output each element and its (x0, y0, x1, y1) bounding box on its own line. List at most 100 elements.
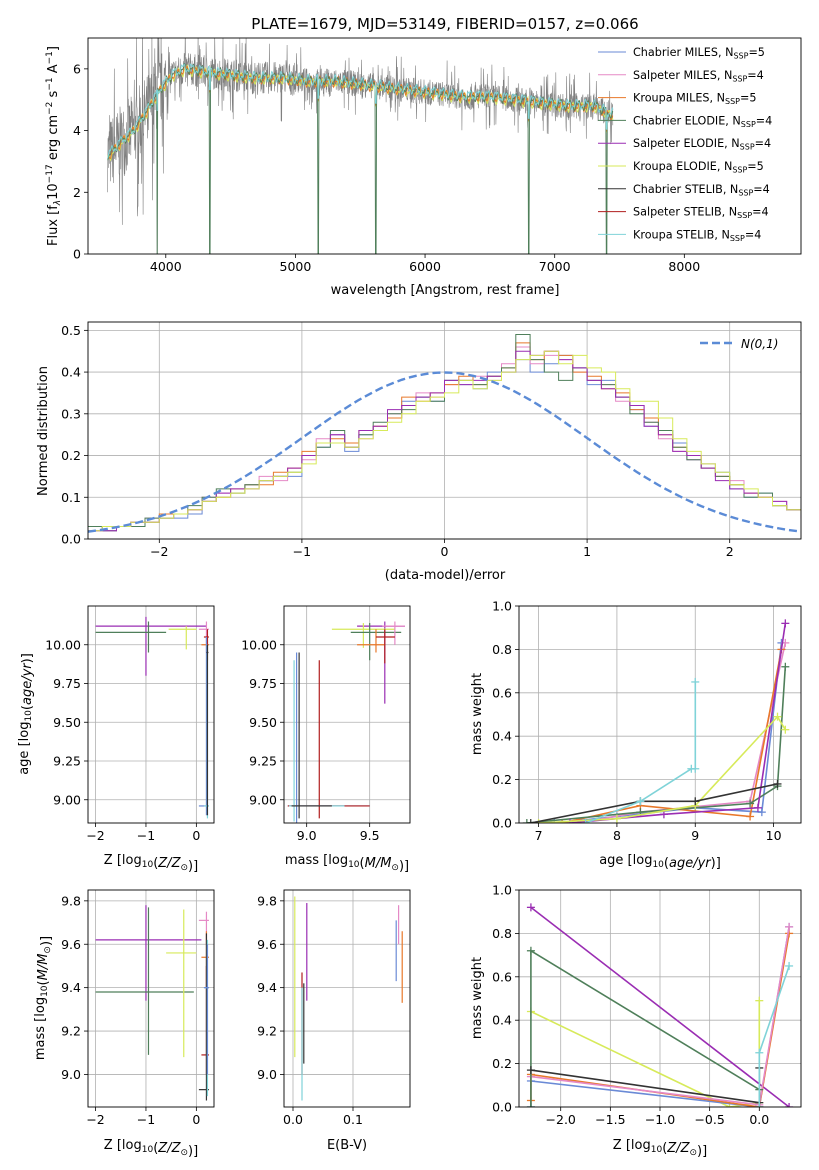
x-tick-label: 9.5 (360, 828, 380, 843)
axes-frame: −2 −1 0 9.0 9.2 9.4 9.6 9.8 (61, 889, 215, 1127)
x-tick-label: −2 (150, 544, 168, 559)
grid (88, 890, 214, 1107)
figure-title: PLATE=1679, MJD=53149, FIBERID=0157, z=0… (251, 15, 638, 33)
mass-weight-series-line (530, 949, 761, 1107)
x-tick-label: 1 (583, 544, 591, 559)
y-tick-label: 9.8 (257, 893, 277, 908)
x-tick-label: 0 (192, 1112, 200, 1127)
histogram-step-series (88, 350, 801, 532)
residual-histogram-panel: −2 −1 0 1 2 0.0 0.1 0.2 0.3 0.4 0.5 N(0,1) (data-mod… (36, 321, 802, 583)
plot-area (294, 896, 403, 1101)
legend-entry: Salpeter ELODIE, NSSP=4 (633, 137, 771, 152)
y-tick-label: 0.6 (492, 685, 512, 700)
y-tick-label: 9.75 (53, 676, 81, 691)
legend-entry: Chabrier MILES, NSSP=5 (633, 46, 765, 61)
x-tick-label: 7 (535, 828, 543, 843)
mass-weight-series-line (561, 649, 783, 823)
mass-vs-ebv-panel: 0.0 0.1 9.0 9.2 9.4 9.6 9.8 E(B-V) (257, 889, 411, 1153)
y-tick-label: 4 (73, 123, 81, 138)
x-axis-label: (data-model)/error (385, 568, 506, 583)
y-tick-label: 1.0 (492, 883, 512, 898)
plot-area (526, 903, 794, 1107)
histogram-step-series (88, 346, 801, 532)
plot-area (88, 334, 801, 533)
mass-weight-series-line (554, 642, 783, 823)
y-tick-label: 9.4 (257, 980, 277, 995)
x-tick-label: 6000 (409, 259, 441, 274)
model-spectrum-line (106, 63, 614, 159)
y-tick-label: 0.6 (492, 969, 512, 984)
y-tick-label: 9.0 (257, 1067, 277, 1082)
x-tick-label: 0.0 (749, 1112, 769, 1127)
y-tick-label: 9.75 (249, 676, 277, 691)
y-tick-label: 0.2 (492, 772, 512, 787)
x-tick-label: −1 (293, 544, 311, 559)
y-axis-label: mass [log10(M/M⊙)] (33, 936, 54, 1060)
legend-entry: Kroupa STELIB, NSSP=4 (633, 228, 761, 243)
model-spectrum-line (107, 64, 614, 160)
x-tick-label: 8000 (668, 259, 700, 274)
x-tick-label: −2 (86, 828, 104, 843)
y-tick-label: 0.0 (492, 1100, 512, 1115)
axes-frame: −2 −1 0 1 2 0.0 0.1 0.2 0.3 0.4 0.5 (61, 321, 802, 559)
plot-area (522, 619, 790, 823)
x-axis-label: Z [log10(Z/Z⊙)] (104, 1138, 198, 1159)
legend-entry: Chabrier STELIB, NSSP=4 (633, 183, 770, 198)
axes-frame: −2 −1 0 9.00 9.25 9.50 9.75 10.00 (45, 605, 215, 843)
y-tick-label: 0.8 (492, 642, 512, 657)
x-axis-label: Z [log10(Z/Z⊙)] (613, 1138, 707, 1159)
grid (284, 890, 410, 1107)
legend-entry: N(0,1) (741, 337, 778, 351)
y-tick-label: 0.5 (61, 323, 81, 338)
histogram-step-series (88, 350, 801, 532)
x-axis-label: mass [log10(M/M⊙)] (285, 853, 409, 874)
legend-entry: Kroupa ELODIE, NSSP=5 (633, 160, 764, 175)
x-tick-label: 0 (441, 544, 449, 559)
x-tick-label: 7000 (539, 259, 571, 274)
axes-frame: 9.0 9.5 9.00 9.25 9.50 9.75 10.00 (241, 605, 411, 843)
y-tick-label: 9.25 (53, 754, 81, 769)
mass-weight-series-line (530, 906, 790, 1107)
grid (284, 606, 410, 823)
x-tick-label: 0 (192, 828, 200, 843)
y-tick-label: 0.4 (61, 365, 81, 380)
gaussian-reference-curve (88, 371, 801, 533)
mass-weight-series-line (526, 666, 787, 823)
mass-weight-series-line (758, 965, 790, 1107)
axes-border (87, 605, 215, 824)
axes-frame: −2.0 −1.5 −1.0 −0.5 0.0 0.0 0.2 0.4 0.6 0.8 1.0 (492, 883, 802, 1127)
y-tick-label: 6 (73, 61, 81, 76)
y-tick-label: 9.25 (249, 754, 277, 769)
y-tick-label: 0.4 (492, 1013, 512, 1028)
plot-area (287, 621, 405, 823)
y-axis-label: mass weight (470, 957, 485, 1039)
x-tick-label: 10 (766, 828, 782, 843)
legend-entry: Kroupa MILES, NSSP=5 (633, 92, 756, 107)
axes-border (87, 37, 802, 255)
y-tick-label: 0.8 (492, 926, 512, 941)
grid (88, 322, 801, 540)
mass-weight-series-line (569, 623, 787, 823)
y-tick-label: 9.4 (61, 980, 81, 995)
x-axis-label: Z [log10(Z/Z⊙)] (104, 853, 198, 874)
x-tick-label: 0.1 (343, 1112, 363, 1127)
y-tick-label: 0.1 (61, 490, 81, 505)
y-tick-label: 0.2 (492, 1056, 512, 1071)
legend-entry: Salpeter STELIB, NSSP=4 (633, 206, 769, 221)
axes-border (518, 605, 802, 824)
y-tick-label: 9.6 (257, 937, 277, 952)
axes-border (283, 889, 411, 1108)
x-tick-label: 9.0 (297, 828, 317, 843)
y-axis-label: age [log10(age/yr)] (17, 653, 35, 775)
x-axis-label: wavelength [Angstrom, rest frame] (331, 283, 560, 298)
y-tick-label: 1.0 (492, 599, 512, 614)
y-axis-label: Flux [fλ10−17 erg cm−2 s−1 A−1] (45, 46, 63, 246)
y-tick-label: 9.00 (249, 792, 277, 807)
x-axis-label: age [log10(age/yr)] (599, 853, 721, 871)
age-vs-metallicity-panel: −2 −1 0 9.00 9.25 9.50 9.75 10.00 Z [log10(Z/Z⊙)… (17, 605, 215, 874)
legend-entry: Chabrier ELODIE, NSSP=4 (633, 114, 772, 128)
y-axis-label: Normed distribution (36, 366, 51, 496)
x-tick-label: 9 (691, 828, 699, 843)
axes-border (87, 889, 215, 1108)
